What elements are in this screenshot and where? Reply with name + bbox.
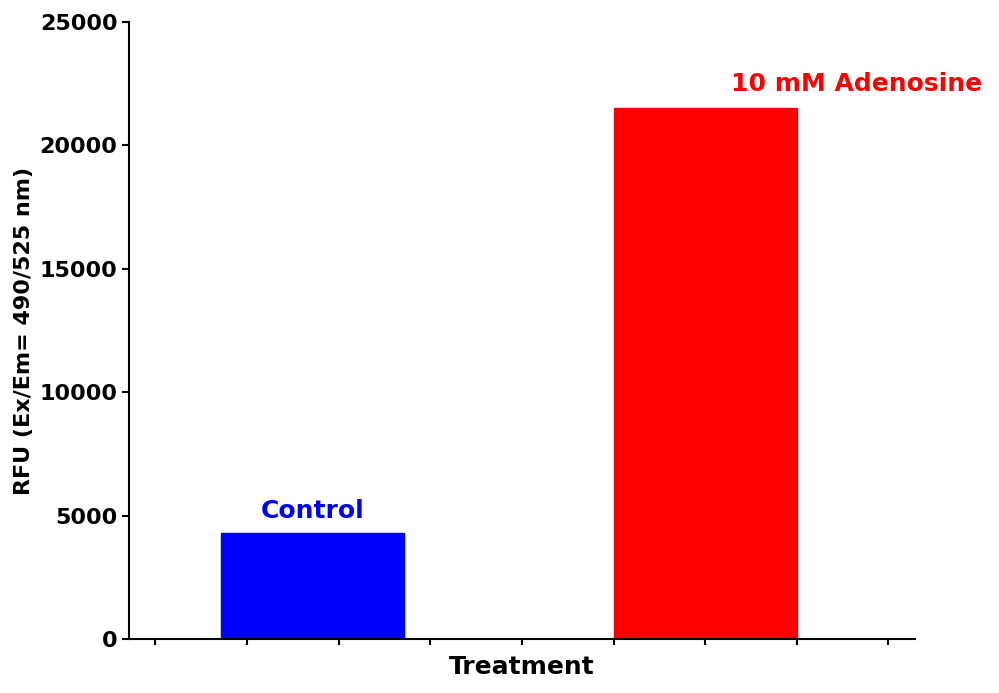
Text: 10 mM Adenosine: 10 mM Adenosine <box>731 72 982 96</box>
Y-axis label: RFU (Ex/Em= 490/525 nm): RFU (Ex/Em= 490/525 nm) <box>14 166 34 495</box>
Bar <box>613 108 797 639</box>
Bar <box>221 533 405 639</box>
X-axis label: Treatment: Treatment <box>450 655 594 679</box>
Text: Control: Control <box>261 499 365 523</box>
